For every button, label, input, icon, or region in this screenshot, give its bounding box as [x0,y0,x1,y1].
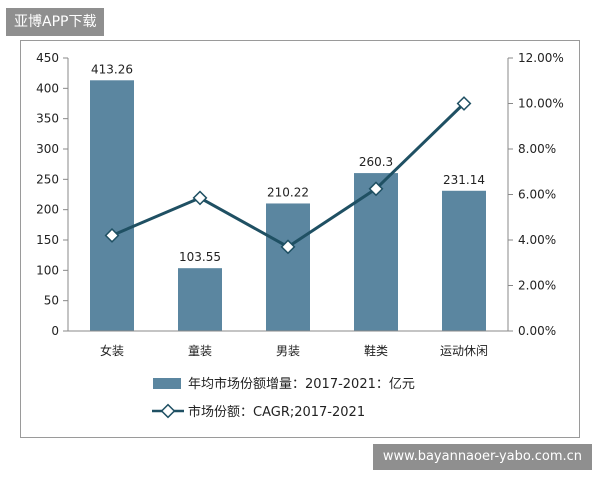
category-label: 女装 [100,343,124,358]
line-point [104,228,120,243]
category-axis: 女装 童装 男装 鞋类 运动休闲 [68,330,508,358]
left-tick-label: 200 [36,203,59,217]
legend-bar-swatch [153,378,181,389]
bar [178,268,222,331]
legend: 年均市场份额增量：2017-2021：亿元 市场份额：CAGR;2017-202… [152,376,415,420]
line-point [192,190,208,206]
right-tick-label: 0.00% [518,324,556,338]
bar-data-label: 210.22 [267,185,309,199]
category-label: 男装 [276,344,300,358]
bar [354,173,398,331]
line-point [456,96,472,111]
category-label: 运动休闲 [440,344,488,358]
bar [90,80,134,331]
line-series [104,96,472,255]
left-tick-label: 450 [36,51,59,65]
right-tick-label: 4.00% [518,233,556,247]
line-point [280,239,296,255]
bar-data-label: 413.26 [91,62,133,76]
left-tick-label: 50 [44,294,59,308]
bar [442,190,486,331]
site-tag: 亚博APP下载 [6,8,105,36]
right-tick-label: 12.00% [518,51,564,65]
bar-data-label: 260.3 [359,155,393,169]
line-point [368,181,384,197]
bar [266,203,310,331]
bar-data-label: 103.55 [179,250,221,264]
legend-bar-label: 年均市场份额增量：2017-2021：亿元 [188,376,415,392]
left-tick-label: 250 [36,172,59,186]
left-tick-label: 100 [36,263,59,277]
left-tick-label: 350 [36,112,59,126]
right-axis: 0.00% 2.00% 4.00% 6.00% 8.00% 10.00% 12.00% [507,51,564,338]
left-tick-label: 150 [36,233,59,247]
bar-data-label: 231.14 [443,173,485,187]
legend-line-label: 市场份额：CAGR;2017-2021 [188,404,365,420]
category-label: 童装 [188,343,212,358]
category-label: 鞋类 [364,343,388,358]
bar-series: 413.26 103.55 210.22 260.3 231.14 [90,62,486,331]
right-tick-label: 2.00% [518,279,556,293]
right-tick-label: 6.00% [518,188,556,202]
left-axis: 0 50 100 150 200 250 300 350 400 450 [36,51,69,338]
left-tick-label: 400 [36,81,59,95]
left-tick-label: 0 [51,324,59,338]
right-tick-label: 10.00% [518,97,564,111]
left-tick-label: 300 [36,142,59,156]
watermark: www.bayannaoer-yabo.com.cn [372,444,592,470]
legend-line-marker [160,403,176,419]
right-tick-label: 8.00% [518,142,556,156]
